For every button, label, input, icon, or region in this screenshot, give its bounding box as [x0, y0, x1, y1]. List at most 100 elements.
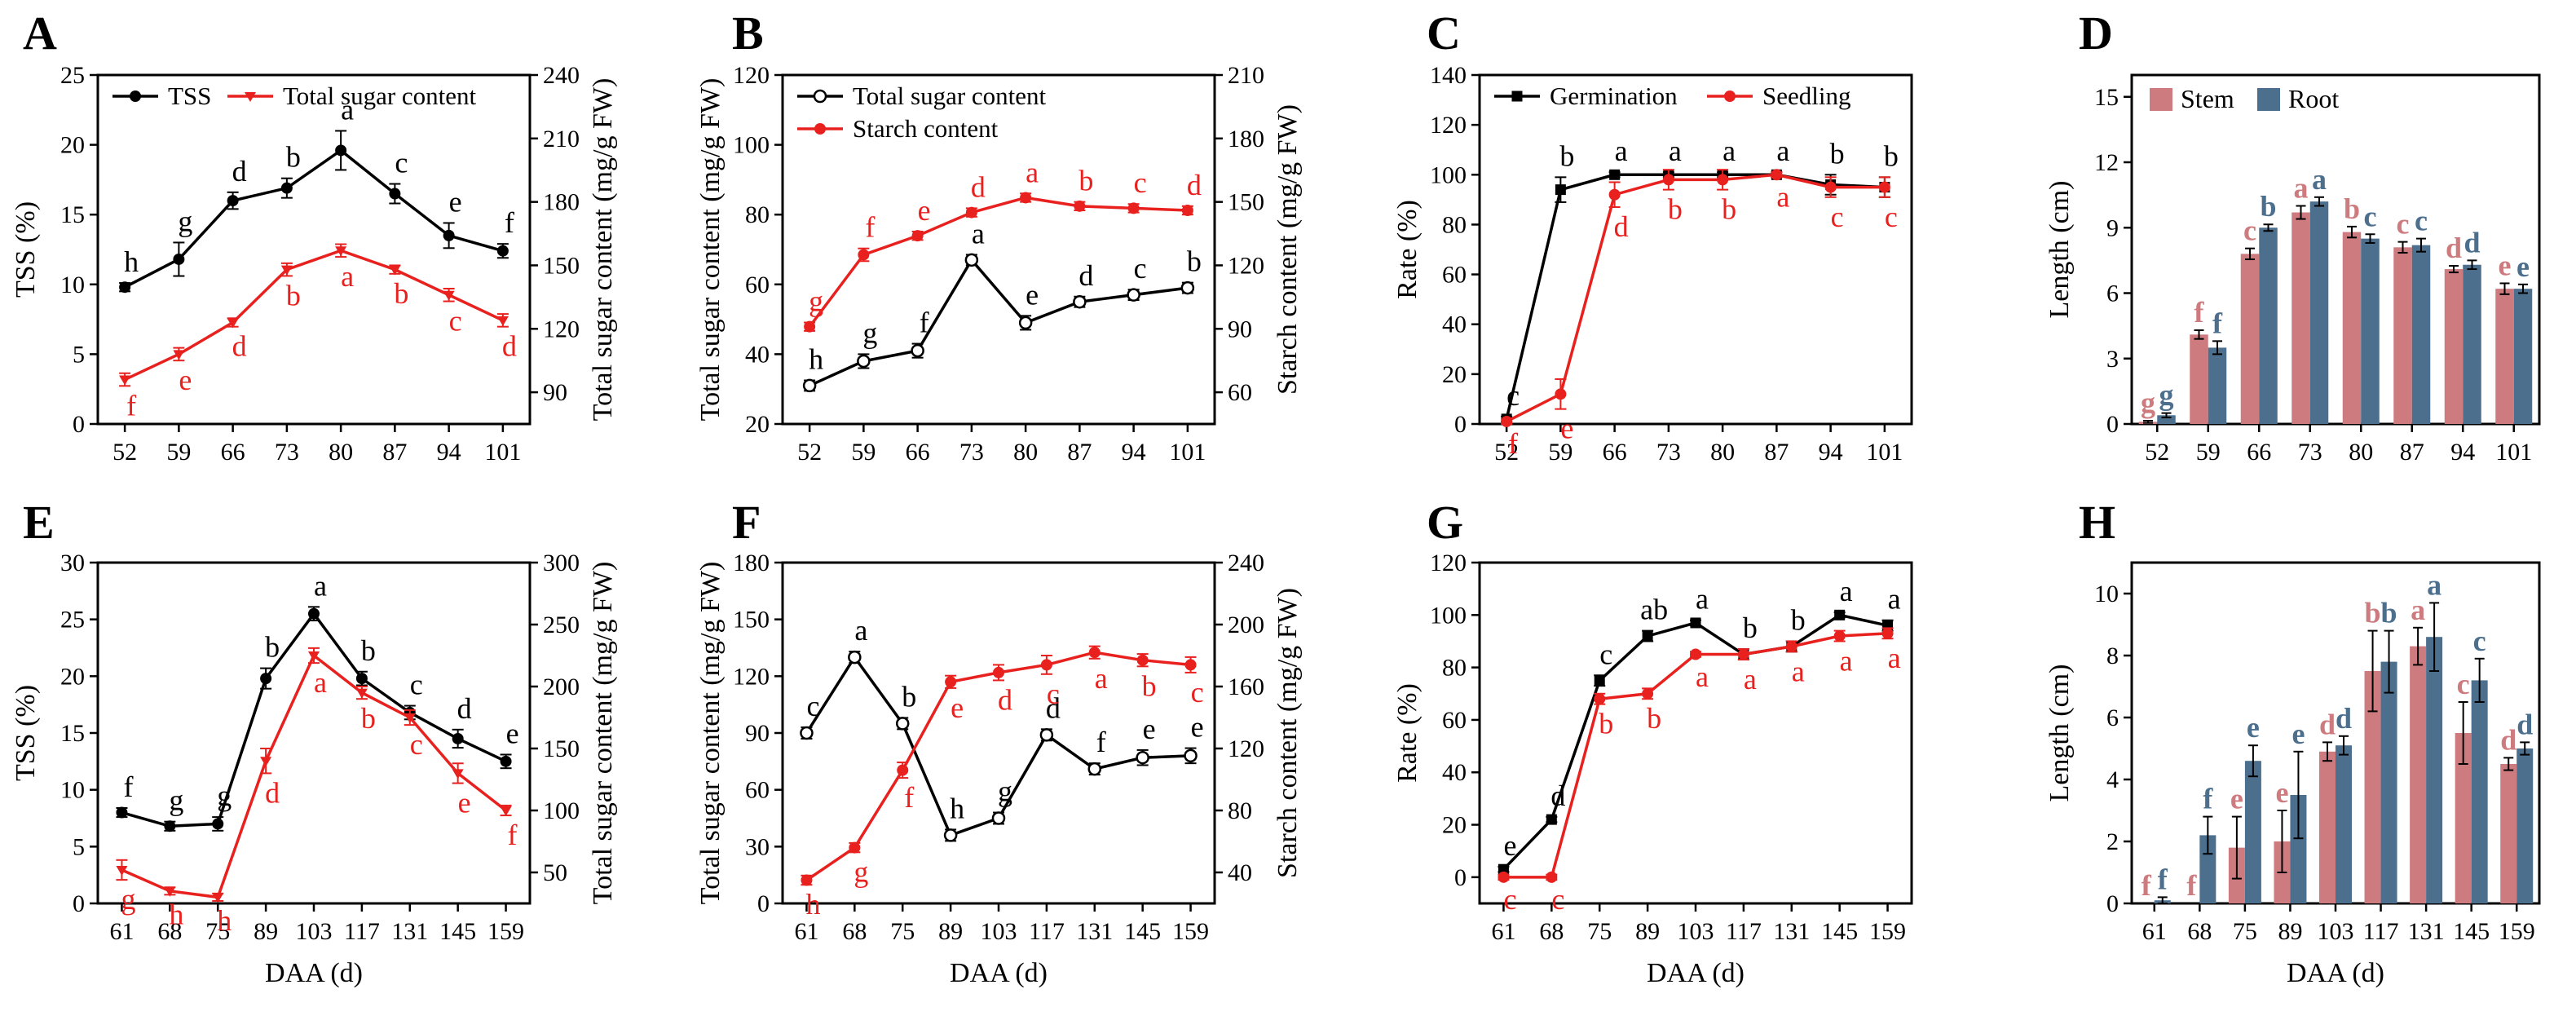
- significance-letter: a: [1615, 135, 1628, 167]
- y-axis-label: TSS (%): [11, 201, 41, 298]
- bar-root: [2208, 347, 2227, 424]
- legend-label: Total sugar content: [283, 82, 477, 110]
- x-tick-label: 131: [1076, 918, 1113, 945]
- legend-swatch-stem: [2150, 88, 2172, 111]
- y-tick-label: 0: [1454, 864, 1467, 891]
- data-point: [245, 92, 256, 102]
- x-tick-label: 68: [1539, 918, 1564, 945]
- data-point: [1724, 91, 1736, 102]
- significance-letter: a: [1669, 135, 1682, 167]
- x-tick-label: 66: [2247, 439, 2271, 466]
- x-tick-label: 159: [2499, 918, 2535, 945]
- x-tick-label: 80: [329, 439, 353, 466]
- data-point: [1184, 748, 1198, 763]
- y-tick-label: 20: [1442, 812, 1467, 839]
- y-tick-label: 15: [2094, 84, 2119, 111]
- data-point: [802, 378, 817, 393]
- data-point: [1511, 91, 1523, 102]
- significance-letter: g: [998, 775, 1012, 808]
- y-tick-label: 120: [1430, 112, 1467, 139]
- bar-root: [2426, 637, 2443, 903]
- data-point: [389, 188, 401, 200]
- y-tick-label: 60: [745, 777, 770, 804]
- significance-letter: e: [2499, 249, 2512, 281]
- y-tick-label: 4: [2106, 766, 2119, 793]
- y2-tick-label: 40: [1228, 859, 1252, 886]
- x-tick-label: 66: [221, 439, 245, 466]
- y2-tick-label: 150: [1228, 189, 1264, 216]
- significance-letter: c: [1503, 883, 1516, 916]
- x-tick-label: 103: [1678, 918, 1714, 945]
- significance-letter: c: [410, 669, 423, 701]
- significance-letter: d: [1614, 210, 1629, 243]
- significance-letter: d: [502, 330, 517, 363]
- y-axis-label: Total sugar content (mg/g FW): [695, 562, 726, 905]
- data-point: [857, 354, 871, 369]
- significance-letter: e: [1143, 713, 1156, 745]
- significance-letter: f: [123, 771, 133, 803]
- legend-label: Total sugar content: [853, 82, 1047, 110]
- data-point: [849, 841, 861, 854]
- x-tick-label: 52: [112, 439, 137, 466]
- significance-letter: f: [508, 819, 518, 851]
- series-line-total-sugar-content: [809, 257, 1189, 387]
- y-tick-label: 60: [1442, 262, 1467, 289]
- y-tick-label: 30: [745, 833, 770, 860]
- panel-letter: D: [2079, 7, 2113, 60]
- significance-letter: d: [2336, 702, 2352, 735]
- significance-letter: e: [506, 717, 519, 749]
- significance-letter: a: [2312, 163, 2327, 196]
- bar-stem: [2410, 646, 2427, 903]
- legend-label: TSS: [168, 82, 211, 110]
- x-tick-label: 145: [439, 918, 476, 945]
- y-tick-label: 20: [60, 663, 85, 690]
- series-line-seedling: [1506, 173, 1885, 423]
- significance-letter: d: [232, 155, 247, 188]
- significance-letter: b: [1743, 612, 1758, 644]
- x-tick-label: 117: [344, 918, 380, 945]
- significance-letter: d: [2446, 232, 2462, 264]
- panel-letter: C: [1427, 7, 1461, 60]
- x-axis-label: DAA (d): [265, 958, 363, 988]
- data-point: [814, 123, 826, 135]
- x-tick-label: 73: [2298, 439, 2322, 466]
- legend-label: Starch content: [853, 114, 999, 143]
- significance-letter: d: [1078, 259, 1093, 292]
- y-tick-label: 100: [1430, 602, 1467, 629]
- significance-letter: b: [1078, 165, 1093, 197]
- data-point: [1498, 863, 1509, 875]
- data-point: [800, 726, 814, 740]
- x-tick-label: 68: [157, 918, 182, 945]
- x-tick-label: 52: [797, 439, 822, 466]
- significance-letter: b: [1791, 603, 1806, 636]
- data-point: [404, 713, 416, 723]
- y-axis-label: Total sugar content (mg/g FW): [695, 78, 726, 422]
- data-point: [1546, 871, 1558, 883]
- significance-letter: d: [1187, 169, 1202, 201]
- y-tick-label: 60: [745, 272, 770, 298]
- series-line-starch-content: [808, 196, 1188, 328]
- bar-root: [2290, 795, 2307, 903]
- bar-root: [2513, 289, 2533, 424]
- data-point: [858, 249, 870, 261]
- x-tick-label: 52: [1494, 439, 1519, 466]
- significance-letter: a: [1696, 583, 1709, 616]
- x-tick-label: 61: [1491, 918, 1515, 945]
- x-tick-label: 89: [254, 918, 278, 945]
- panel-c: C 0 20 40 60 80 100 120 140 52 59 66 73 80 87 94 101 Rate…: [1392, 7, 1913, 466]
- data-point: [1642, 687, 1654, 700]
- y2-axis-label: Starch content (mg/g FW): [1273, 104, 1303, 395]
- bar-stem: [2495, 289, 2514, 424]
- data-point: [943, 828, 958, 842]
- data-point: [1771, 169, 1783, 181]
- y-axis-label: Length (cm): [2044, 665, 2075, 802]
- data-point: [280, 182, 293, 194]
- x-tick-label: 87: [1067, 439, 1092, 466]
- data-point: [335, 144, 347, 157]
- data-point: [1662, 174, 1674, 186]
- significance-letter: b: [1884, 139, 1899, 172]
- data-point: [1555, 388, 1567, 400]
- significance-letter: b: [2260, 190, 2276, 223]
- y2-tick-label: 180: [543, 189, 580, 216]
- y-tick-label: 120: [733, 62, 770, 89]
